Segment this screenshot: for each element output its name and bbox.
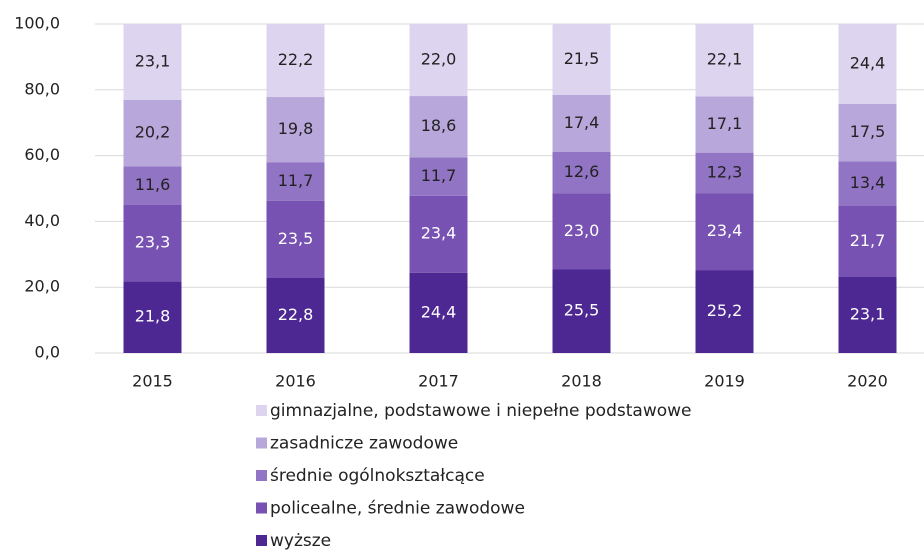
- value-label: 25,5: [564, 301, 600, 320]
- value-label: 23,3: [135, 232, 171, 251]
- value-label: 23,4: [421, 224, 457, 243]
- bar-segment: [409, 195, 468, 273]
- y-tick-label: 60,0: [24, 145, 60, 164]
- legend-swatch: [256, 437, 267, 449]
- legend-label: średnie ogólnokształcące: [270, 466, 485, 486]
- value-label: 17,5: [850, 122, 886, 141]
- value-label: 24,4: [850, 53, 886, 72]
- value-label: 21,7: [850, 231, 886, 250]
- legend-label: wyższe: [270, 531, 331, 550]
- bar-segment: [552, 24, 611, 95]
- bar-segment: [838, 103, 897, 162]
- bar-segment: [838, 23, 897, 104]
- bar-segment: [695, 152, 754, 194]
- legend-label: zasadnicze zawodowe: [270, 434, 458, 454]
- bar-segment: [695, 193, 754, 271]
- value-label: 24,4: [421, 302, 457, 321]
- y-tick-label: 80,0: [24, 79, 60, 98]
- bar-segment: [552, 94, 611, 152]
- value-label: 11,6: [135, 175, 171, 194]
- bar-segment: [552, 151, 611, 194]
- x-tick-label: 2017: [418, 372, 459, 391]
- value-label: 20,2: [135, 123, 171, 142]
- y-tick-label: 40,0: [24, 211, 60, 230]
- y-tick-label: 20,0: [24, 277, 60, 296]
- x-tick-label: 2015: [132, 372, 173, 391]
- value-label: 17,4: [564, 113, 600, 132]
- bar-segment: [838, 161, 897, 206]
- value-label: 22,0: [421, 49, 457, 68]
- value-label: 22,1: [707, 50, 743, 69]
- bar-segment: [552, 193, 611, 270]
- x-tick-label: 2018: [561, 372, 602, 391]
- legend-label: policealne, średnie zawodowe: [270, 499, 525, 519]
- value-label: 17,1: [707, 114, 743, 133]
- bar-segment: [266, 277, 325, 353]
- bar-segment: [695, 96, 754, 153]
- bar-segment: [123, 281, 182, 353]
- legend-label: gimnazjalne, podstawowe i niepełne podst…: [270, 401, 691, 421]
- value-label: 23,5: [278, 229, 314, 248]
- bar-segment: [266, 97, 325, 163]
- value-label: 19,8: [278, 119, 314, 138]
- value-label: 12,3: [707, 162, 743, 181]
- value-label: 23,1: [135, 51, 171, 70]
- value-label: 23,4: [707, 221, 743, 240]
- value-label: 23,1: [850, 305, 886, 324]
- bar-segment: [266, 24, 325, 98]
- legend-swatch: [256, 502, 267, 514]
- legend-swatch: [256, 535, 267, 546]
- x-tick-label: 2020: [847, 372, 888, 391]
- x-tick-label: 2019: [704, 372, 745, 391]
- value-label: 11,7: [421, 166, 457, 185]
- value-label: 23,0: [564, 221, 600, 240]
- value-label: 18,6: [421, 116, 457, 135]
- bar-segment: [123, 99, 182, 167]
- bar-segment: [409, 96, 468, 158]
- bar-segment: [409, 23, 468, 97]
- bar-segment: [123, 204, 182, 282]
- bar-segment: [552, 269, 611, 353]
- bar-segment: [409, 272, 468, 353]
- bar-segment: [695, 270, 754, 353]
- bar-segment: [266, 200, 325, 278]
- bar-segment: [123, 24, 182, 100]
- legend-swatch: [256, 470, 267, 481]
- y-tick-label: 100,0: [14, 14, 60, 33]
- value-label: 21,5: [564, 49, 600, 68]
- bar-segment: [409, 157, 468, 196]
- value-label: 25,2: [707, 301, 743, 320]
- value-label: 22,2: [278, 50, 314, 69]
- value-label: 21,8: [135, 307, 171, 326]
- x-tick-label: 2016: [275, 372, 316, 391]
- bar-segment: [695, 23, 754, 97]
- y-tick-label: 0,0: [35, 343, 60, 362]
- value-label: 22,8: [278, 305, 314, 324]
- value-label: 12,6: [564, 162, 600, 181]
- value-label: 13,4: [850, 173, 886, 192]
- bar-segment: [838, 277, 897, 353]
- bar-segment: [123, 166, 182, 205]
- bar-segment: [838, 205, 897, 278]
- value-label: 11,7: [278, 171, 314, 190]
- bar-segment: [266, 162, 325, 201]
- legend-swatch: [256, 405, 267, 416]
